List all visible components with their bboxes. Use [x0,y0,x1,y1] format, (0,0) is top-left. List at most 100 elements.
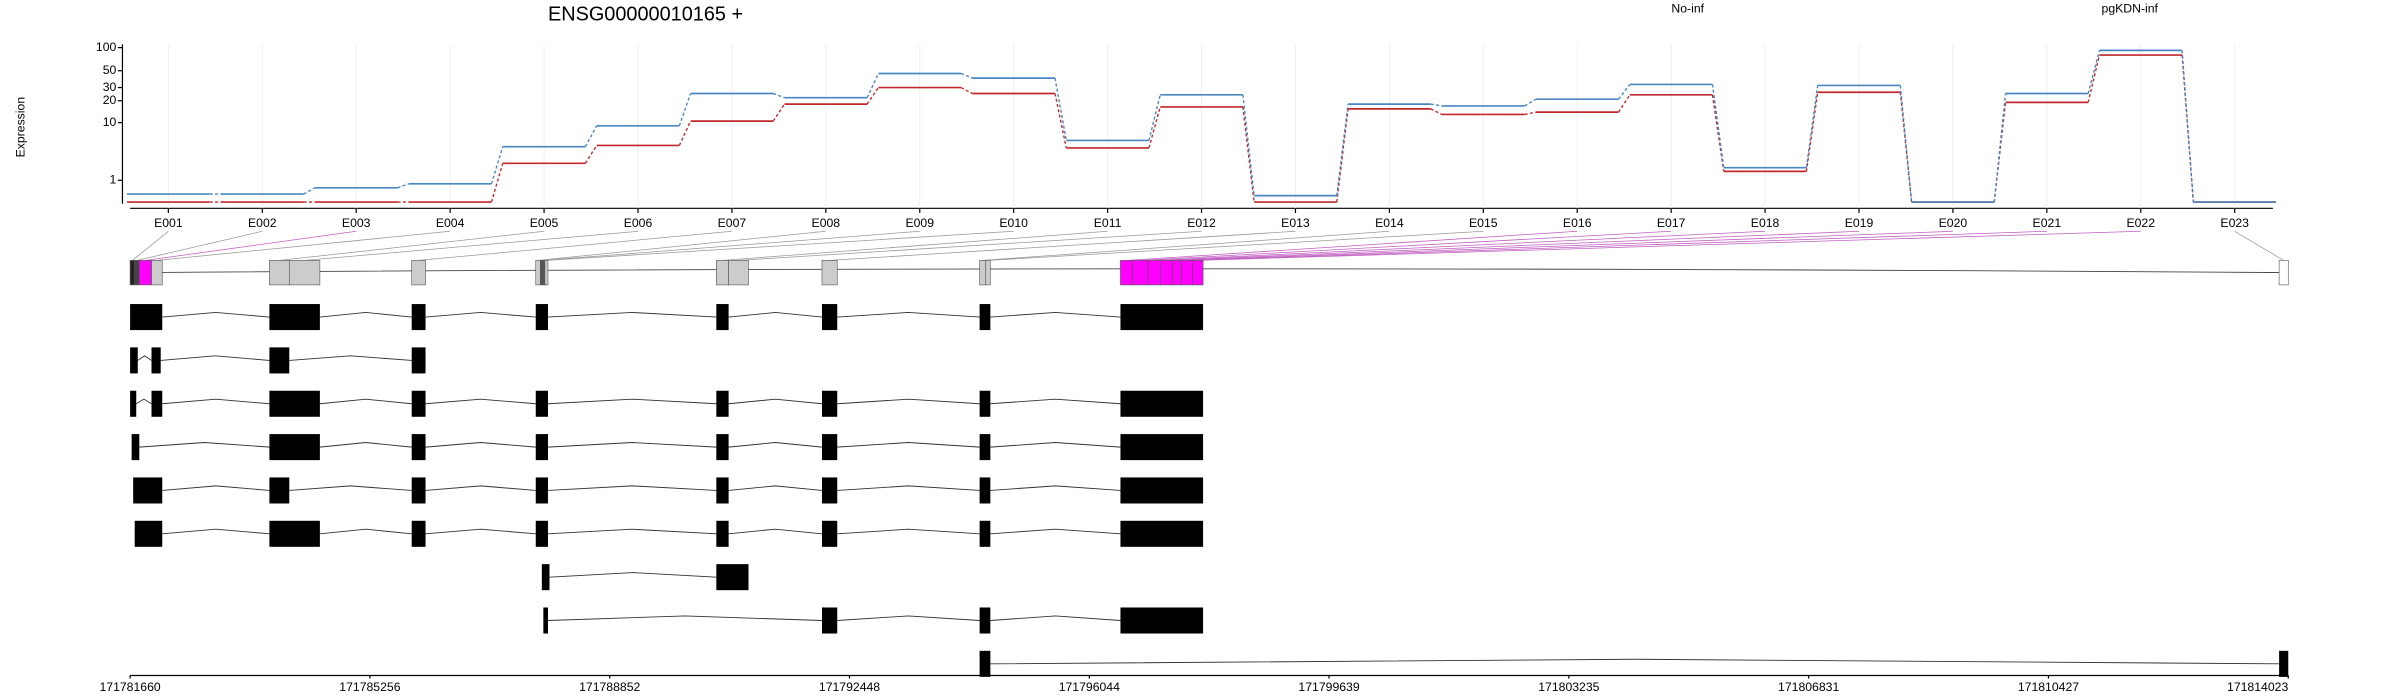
bin-connector [982,230,1390,261]
x-tick-label: E005 [530,216,559,230]
transcript-exon [1120,390,1204,417]
transcript-exon [1120,477,1204,504]
bin-connector [279,230,545,261]
intron [837,528,980,535]
step-connector [584,125,598,148]
transcript-exon [269,390,320,417]
transcript-exon [2279,650,2289,677]
intron [728,528,823,535]
intron [425,312,536,318]
step-connector [960,72,973,79]
transcript-exon [269,434,320,461]
step-connector [1148,94,1161,141]
exon-bin [716,260,729,286]
genomic-tick-label: 171799639 [1298,680,1359,694]
exon-bin [985,260,991,286]
chart-title: ENSG00000010165 + [548,4,743,26]
transcript-exon [130,347,138,374]
x-tick-label: E001 [154,216,183,230]
exon-bin [129,260,136,286]
transcript-exon [1120,304,1204,331]
transcript-exon [151,347,161,374]
transcript-exon [979,304,991,331]
genomic-tick-label: 171792448 [819,680,880,694]
transcript-exon [979,434,991,461]
genomic-tick-label: 171810427 [2018,680,2079,694]
transcript-exon [979,520,991,547]
intron [837,398,980,405]
intron [425,485,536,491]
x-tick-label: E015 [1469,216,1498,230]
x-tick-label: E009 [905,216,934,230]
transcript-exon [716,564,749,591]
intron [319,398,412,405]
transcript-exon [269,347,290,374]
bin-connector [537,230,826,261]
x-tick-label: E007 [718,216,747,230]
bin-connector [722,230,1108,261]
step-connector [678,93,692,127]
intron [990,615,1121,621]
intron [425,528,536,535]
exon-bin [1159,260,1173,286]
transcript-exon [716,304,729,331]
step-connector [584,145,598,164]
x-tick-label: E023 [2220,216,2249,230]
bin-connector [546,230,1014,261]
transcript-exon [269,304,320,331]
legend-entry: No-inf [1671,1,1704,15]
exon-bin [288,260,321,286]
x-tick-label: E014 [1375,216,1404,230]
step-connector [1054,77,1067,141]
transcript-exon [269,477,290,504]
x-tick-label: E008 [812,216,841,230]
step-connector [2087,50,2101,94]
x-tick-label: E013 [1281,216,1310,230]
exon-bin [1181,260,1193,286]
transcript-exon [979,650,991,677]
bin-connector [156,230,451,261]
y-tick-label: 50 [103,63,117,77]
bin-connector [136,230,263,261]
intron [837,442,980,448]
x-tick-label: E011 [1094,216,1122,230]
exon-bin [1132,260,1149,286]
step-connector [1430,103,1443,107]
transcript-exon [716,390,729,417]
transcript-exon [716,477,729,504]
exon-bin [1172,260,1182,286]
step-connector [2087,54,2101,103]
transcript-exon [535,390,548,417]
legend-entry: pgKDN-inf [2102,1,2159,15]
intron [990,398,1121,405]
transcript-exon [411,347,426,374]
transcript-exon [821,434,838,461]
exon-bin [151,260,163,286]
exon-bin [1120,260,1134,286]
x-tick-label: E010 [999,216,1028,230]
bin-connector [829,230,1296,261]
intron [728,398,823,405]
intron [162,312,270,318]
bin-connector [418,230,732,261]
transcript-exon [535,434,548,461]
step-connector [960,86,973,95]
exon-bin [134,260,140,286]
bin-connector [738,230,1202,261]
exon-bin [979,260,987,286]
intron [160,355,270,361]
x-tick-label: E004 [436,216,465,230]
transcript-exon [535,477,548,504]
intron [425,442,536,448]
intron [162,398,270,405]
x-tick-label: E018 [1751,216,1780,230]
intron [547,398,717,405]
step-connector [1805,85,1819,168]
step-connector [2181,50,2195,203]
intron [137,355,152,361]
intron [990,312,1121,318]
intron [990,442,1121,448]
intron [990,485,1121,491]
step-connector [490,146,504,185]
